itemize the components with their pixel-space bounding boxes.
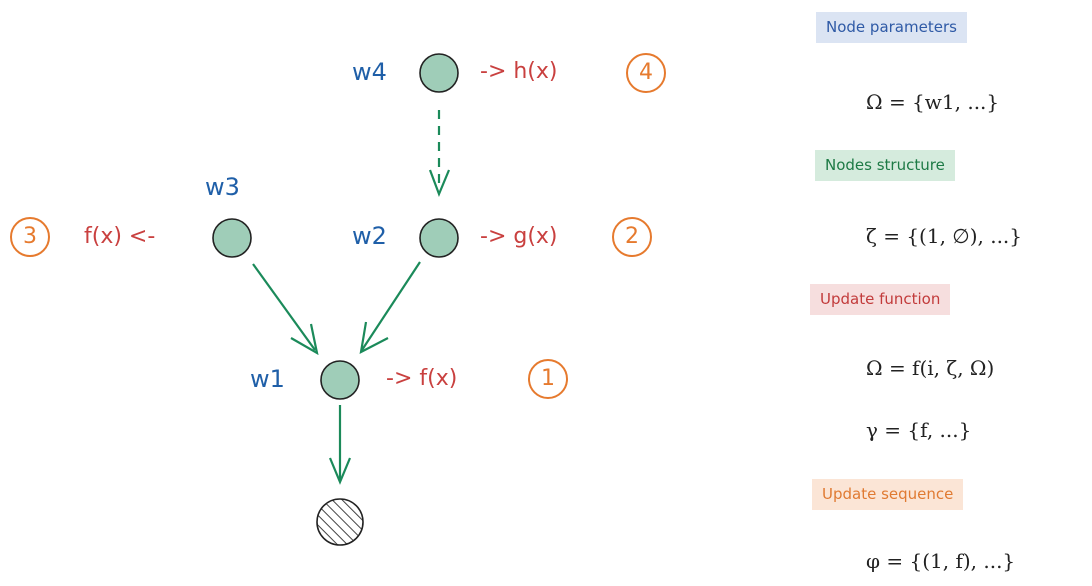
edge-w2-w1 <box>359 261 421 354</box>
label-w1: w1 <box>250 365 285 393</box>
step-badge-3: 3 <box>10 217 50 257</box>
output-node[interactable] <box>316 498 364 546</box>
label-w2: w2 <box>352 222 387 250</box>
node-w2[interactable] <box>419 218 459 258</box>
node-w1[interactable] <box>320 360 360 400</box>
nodes-structure-formula: ζ = {(1, ∅), ...} <box>866 224 1023 248</box>
function-w1: -> f(x) <box>386 366 458 391</box>
edge-w3-w1 <box>252 263 319 356</box>
edge-w4-w2 <box>428 110 451 197</box>
update-sequence-formula: φ = {(1, f), ...} <box>866 549 1016 573</box>
node-w3[interactable] <box>212 218 252 258</box>
update-function-list: γ = {f, ...} <box>866 418 972 442</box>
node-parameters-tag: Node parameters <box>816 12 967 43</box>
function-w2: -> g(x) <box>480 224 558 249</box>
node-parameters-formula: Ω = {w1, ...} <box>866 90 1000 114</box>
nodes-structure-tag: Nodes structure <box>815 150 955 181</box>
label-w4: w4 <box>352 58 387 86</box>
update-function-tag: Update function <box>810 284 951 315</box>
edge-w1-output <box>328 405 352 485</box>
update-sequence-tag: Update sequence <box>812 479 964 510</box>
step-badge-4: 4 <box>626 53 666 93</box>
step-badge-1: 1 <box>528 359 568 399</box>
function-w3: f(x) <- <box>84 224 156 249</box>
function-w4: -> h(x) <box>480 59 558 84</box>
node-w4[interactable] <box>419 53 459 93</box>
update-function-formula: Ω = f(i, ζ, Ω) <box>866 356 995 380</box>
step-badge-2: 2 <box>612 217 652 257</box>
label-w3: w3 <box>205 173 240 201</box>
